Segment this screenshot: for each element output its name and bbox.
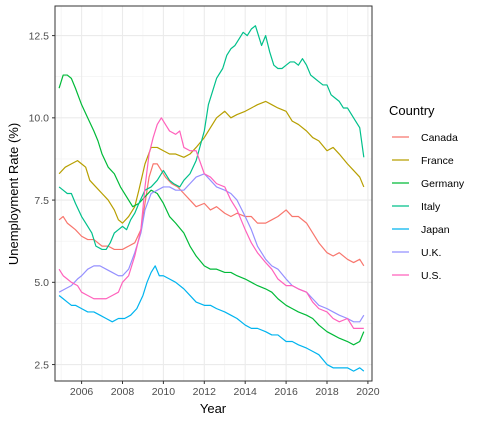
legend-title: Country: [389, 103, 435, 118]
legend: Country Canada France Germany Italy Japan U.K…: [389, 103, 465, 282]
y-tick-label: 2.5: [34, 359, 49, 371]
legend-label-japan: Japan: [421, 224, 450, 236]
legend-items: Canada France Germany Italy Japan U.K. U.S.: [392, 132, 465, 282]
series-line-canada: [58, 163, 365, 267]
plot-panel-border: [54, 5, 373, 382]
x-tick-label: 2008: [111, 386, 135, 398]
series-line-germany: [58, 74, 365, 346]
series-line-france: [58, 100, 365, 224]
series-lines: [58, 25, 365, 372]
legend-label-germany: Germany: [421, 178, 465, 190]
y-tick-label: 7.5: [34, 195, 49, 207]
series-line-italy: [58, 25, 365, 251]
x-tick-label: 2010: [152, 386, 176, 398]
y-tick-label: 12.5: [29, 30, 50, 42]
y-axis-ticks: 2.5 5.0 7.5 10.0 12.5: [29, 30, 55, 371]
series-line-japan: [58, 265, 365, 372]
legend-label-us: U.S.: [421, 270, 441, 282]
x-tick-label: 2016: [274, 386, 298, 398]
y-tick-label: 5.0: [34, 277, 49, 289]
major-gridlines: [55, 6, 372, 381]
y-axis-title: Unemployment Rate (%): [6, 123, 21, 265]
x-axis-ticks: 2006 2008 2010 2012 2014 2016 2018 2020: [70, 381, 380, 398]
legend-label-france: France: [421, 155, 454, 167]
x-tick-label: 2014: [234, 386, 258, 398]
legend-label-canada: Canada: [421, 132, 458, 144]
x-tick-label: 2018: [315, 386, 339, 398]
x-tick-label: 2012: [193, 386, 217, 398]
legend-label-uk: U.K.: [421, 247, 441, 259]
x-axis-title: Year: [200, 401, 227, 416]
x-tick-label: 2006: [70, 386, 94, 398]
y-tick-label: 10.0: [29, 113, 50, 125]
legend-label-italy: Italy: [421, 201, 441, 213]
series-line-us: [58, 117, 364, 329]
x-tick-label: 2020: [356, 386, 380, 398]
plot-panel-background: [55, 6, 372, 381]
